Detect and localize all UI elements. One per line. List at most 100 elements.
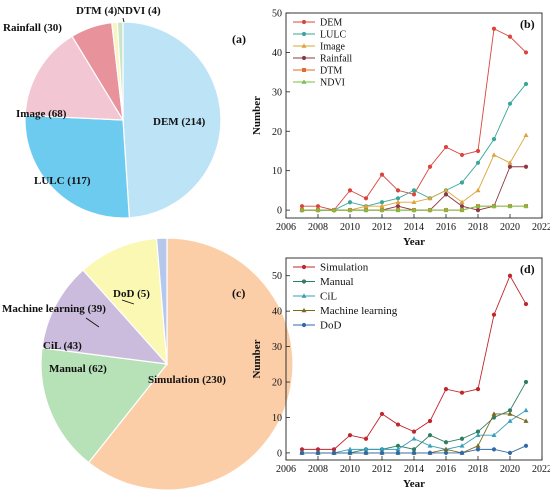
y-tick-label: 20: [272, 127, 282, 138]
legend-label: DoD: [320, 320, 341, 332]
data-point: [523, 379, 529, 385]
x-tick-label: 2020: [500, 464, 520, 475]
data-point: [315, 207, 321, 212]
data-point: [411, 436, 417, 441]
pie-slice-manual: [40, 347, 169, 464]
legend-label: Manual: [320, 276, 354, 288]
data-point: [475, 203, 481, 208]
x-tick-label: 2016: [436, 222, 456, 233]
y-axis-title: Number: [251, 339, 263, 378]
data-point: [379, 203, 385, 208]
line-chart-b: 2006 2008 2010 2012 2014 2016 2018 2020 2022 0 10 2…: [251, 9, 550, 249]
data-point: [427, 207, 433, 212]
data-point: [507, 273, 513, 278]
pie-chart-c: Simulation (230) Manual (62) CiL (43) Machi…: [2, 237, 294, 490]
data-point: [491, 411, 497, 416]
data-point: [507, 418, 513, 423]
data-point: [491, 137, 497, 142]
data-point: [301, 31, 307, 37]
data-point: [443, 187, 449, 193]
data-point: [459, 436, 465, 441]
data-point: [363, 436, 369, 441]
data-point: [507, 408, 513, 413]
pie-leader-line: [85, 317, 100, 328]
data-point: [411, 188, 417, 193]
data-point: [395, 207, 401, 212]
data-point: [475, 208, 481, 213]
data-point: [491, 447, 497, 452]
data-point: [475, 429, 481, 434]
data-point: [411, 429, 417, 434]
data-point: [379, 446, 385, 452]
data-point: [379, 450, 385, 456]
data-point: [331, 447, 337, 452]
data-point: [299, 447, 305, 452]
data-point: [331, 450, 337, 456]
data-point: [395, 199, 401, 205]
data-point: [459, 180, 465, 185]
data-point: [315, 450, 321, 456]
data-point: [443, 450, 449, 456]
data-point: [347, 450, 353, 456]
x-tick-label: 2010: [340, 222, 360, 233]
data-point: [395, 188, 401, 193]
legend-label: Image: [320, 42, 346, 53]
data-point: [523, 81, 529, 87]
data-point: [491, 26, 497, 31]
data-point: [301, 43, 307, 48]
data-point: [523, 132, 529, 138]
data-point: [427, 418, 433, 424]
pie-label-dod: DoD (5): [113, 288, 150, 300]
data-point: [363, 207, 369, 212]
legend-label: DTM: [320, 66, 342, 77]
pie-label-rainfall: Rainfall (30): [3, 22, 62, 34]
legend: Simulation Manual CiL Machine learning DoD: [293, 262, 398, 332]
y-axis-title: Number: [251, 96, 263, 135]
data-point: [523, 301, 529, 307]
y-tick-label: 10: [272, 413, 282, 424]
data-point: [301, 55, 307, 61]
data-point: [459, 204, 465, 209]
data-point: [347, 188, 353, 193]
data-point: [411, 192, 417, 197]
panel-label: (a): [232, 32, 246, 46]
legend-label: Machine learning: [320, 305, 398, 317]
data-point: [395, 196, 401, 201]
data-point: [459, 390, 465, 395]
data-point: [475, 148, 481, 154]
panel-label: (b): [520, 17, 535, 31]
y-tick-label: 30: [272, 342, 282, 353]
data-point: [395, 443, 401, 448]
y-tick-label: 50: [272, 271, 282, 282]
data-point: [331, 207, 337, 212]
data-point: [411, 207, 417, 212]
pie-slice-cil: [41, 269, 169, 365]
data-point: [395, 204, 401, 209]
data-point: [507, 164, 513, 169]
pie-label-manual: Manual (62): [49, 363, 107, 375]
data-point: [427, 443, 433, 448]
data-point: [475, 187, 481, 193]
series-image: [299, 132, 529, 212]
pie-label-image: Image (68): [16, 108, 67, 120]
data-point: [507, 34, 513, 39]
series-simulation: [299, 273, 529, 452]
data-point: [301, 79, 307, 84]
data-point: [443, 440, 449, 445]
data-point: [443, 387, 449, 392]
y-tick-label: 0: [277, 448, 282, 459]
pie-slice-dod: [155, 237, 168, 365]
pie-slice-image: [24, 35, 125, 121]
data-point: [523, 407, 529, 413]
pie-label-dtm: DTM (4): [76, 5, 118, 17]
data-point: [475, 443, 481, 448]
y-tick-label: 20: [272, 378, 282, 389]
x-tick-label: 2016: [436, 464, 456, 475]
data-point: [379, 172, 385, 177]
series-ndvi: [299, 203, 529, 212]
series-line: [302, 134, 527, 211]
data-point: [427, 433, 433, 438]
pie-label-ndvi: NDVI (4): [117, 5, 161, 17]
data-point: [379, 411, 385, 417]
